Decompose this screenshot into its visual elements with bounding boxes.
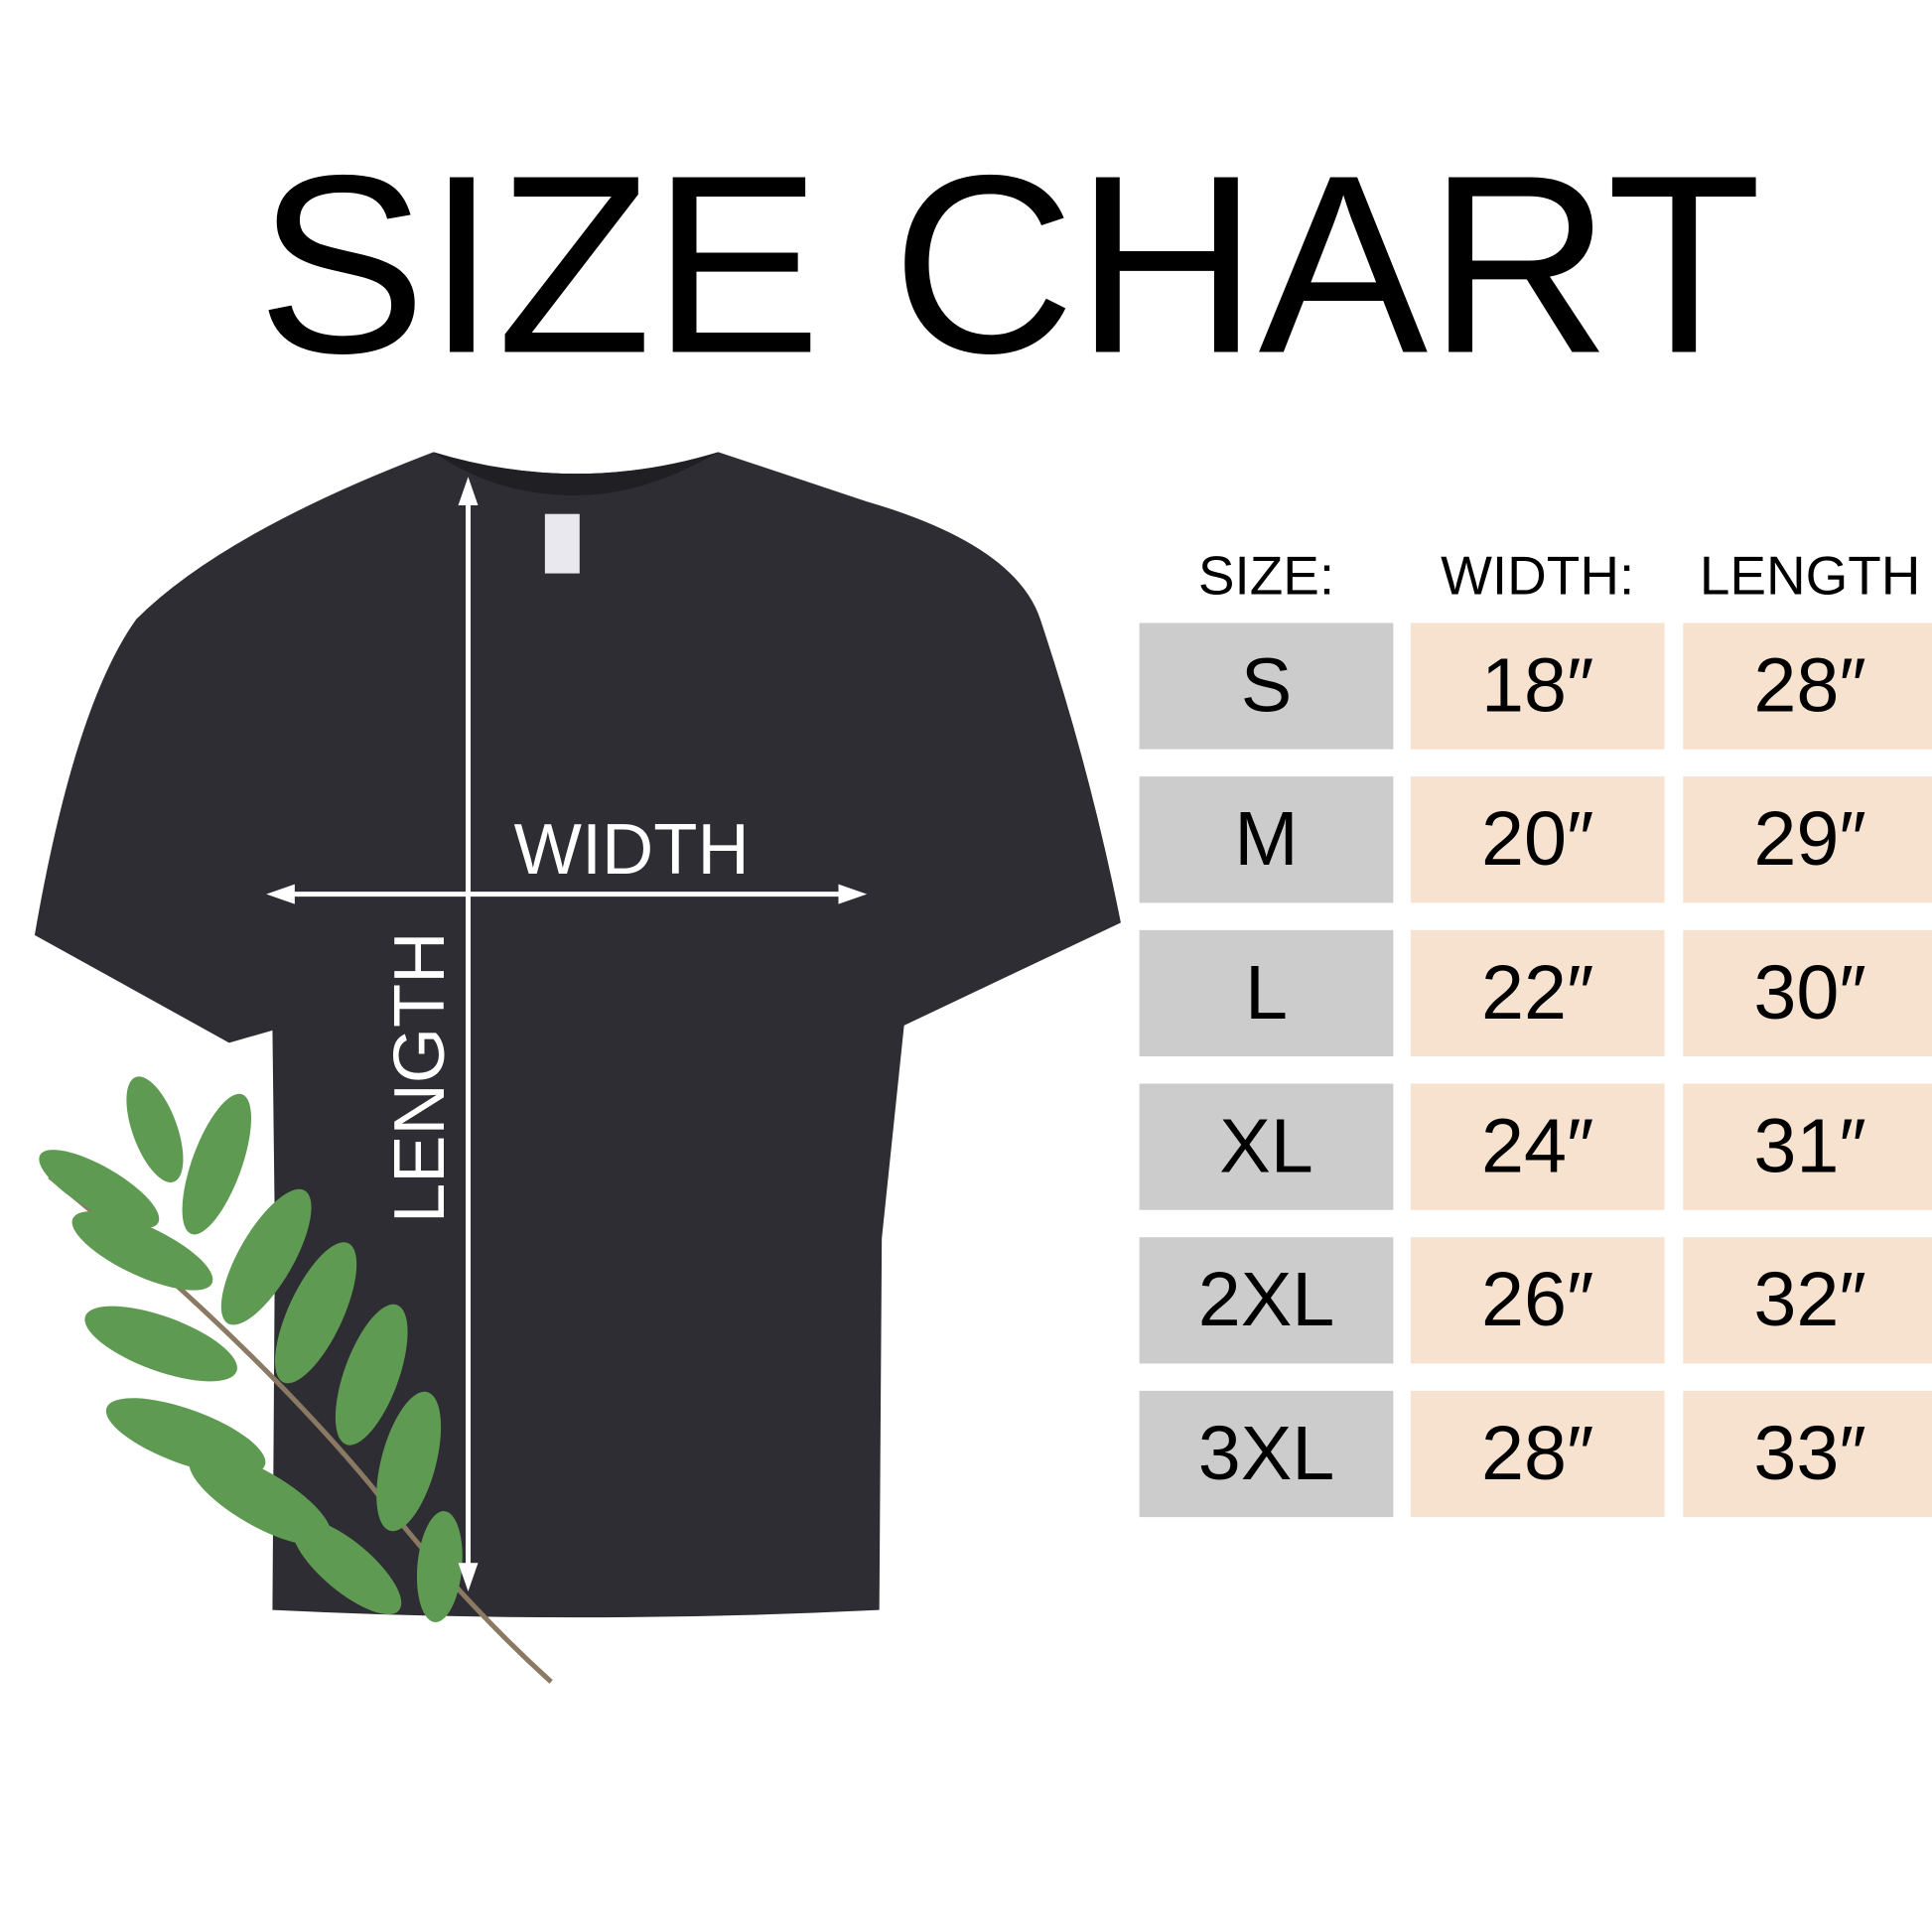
measure-value: 30″ [1753,950,1865,1035]
measure-cell [1410,776,1665,903]
measure-cell [1410,1083,1665,1210]
leaf-branch [39,1076,553,1684]
measure-value: 28″ [1753,643,1865,729]
size-cell [1139,1390,1394,1518]
size-label: L [1245,950,1288,1035]
measure-value: 24″ [1481,1104,1593,1189]
size-label: 2XL [1198,1257,1335,1342]
measure-cell [1410,929,1665,1057]
measure-cell [1410,1390,1665,1518]
size-label: XL [1219,1104,1313,1189]
title: SIZE CHART [257,123,1762,406]
size-cell [1139,776,1394,903]
measure-value: 29″ [1753,796,1865,882]
measure-cell [1683,622,1932,750]
width-label: WIDTH [514,810,750,890]
measure-cell [1683,1083,1932,1210]
measure-value: 26″ [1481,1257,1593,1342]
column-header: WIDTH: [1441,544,1634,606]
measure-value: 18″ [1481,643,1593,729]
size-table: SIZE: WIDTH: LENGTH S 18″ 28″ M 20″ 29″ L 22″ 30″ XL… [1139,544,1932,1518]
measure-value: 31″ [1753,1104,1865,1189]
measure-value: 32″ [1753,1257,1865,1342]
shirt-collar [433,452,719,495]
size-label: 3XL [1198,1411,1335,1496]
measure-value: 33″ [1753,1411,1865,1496]
shirt-tag [544,513,580,574]
size-cell [1139,1083,1394,1210]
measure-cell [1683,929,1932,1057]
column-header: LENGTH [1700,544,1921,606]
measure-cell [1410,1237,1665,1364]
measure-value: 20″ [1481,796,1593,882]
measure-cell [1410,622,1665,750]
measure-cell [1683,1237,1932,1364]
length-label: LENGTH [380,932,460,1223]
size-label: M [1234,796,1298,882]
measure-arrows [266,477,868,1591]
size-cell [1139,929,1394,1057]
size-cell [1139,622,1394,750]
size-label: S [1241,643,1293,729]
measure-cell [1683,1390,1932,1518]
measure-cell [1683,776,1932,903]
size-cell [1139,1237,1394,1364]
measure-value: 22″ [1481,950,1593,1035]
measure-value: 28″ [1481,1411,1593,1496]
column-header: SIZE: [1198,544,1334,606]
